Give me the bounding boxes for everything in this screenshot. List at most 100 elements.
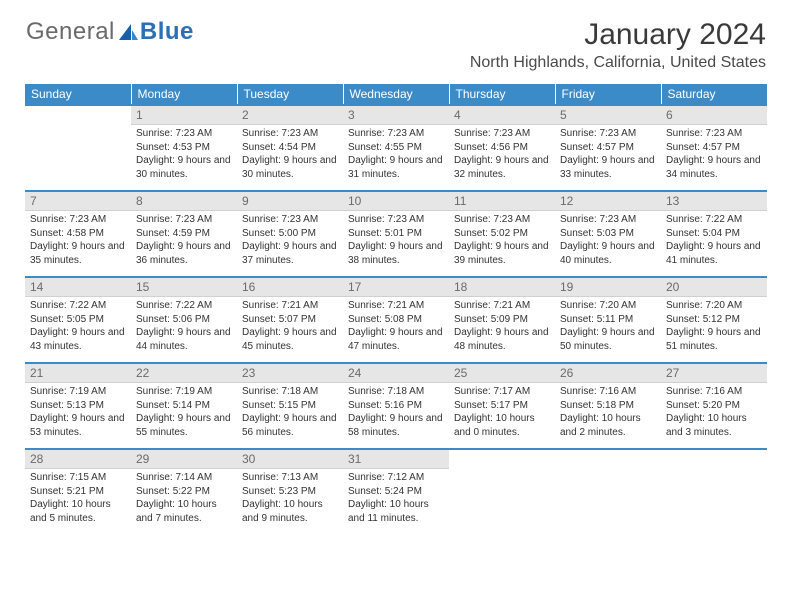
daylight-text: Daylight: 10 hours and 3 minutes. xyxy=(666,412,762,439)
day-body: Sunrise: 7:23 AMSunset: 4:54 PMDaylight:… xyxy=(237,125,343,183)
day-body: Sunrise: 7:23 AMSunset: 4:55 PMDaylight:… xyxy=(343,125,449,183)
calendar-day-cell xyxy=(661,449,767,535)
day-body: Sunrise: 7:23 AMSunset: 4:59 PMDaylight:… xyxy=(131,211,237,269)
daylight-text: Daylight: 9 hours and 55 minutes. xyxy=(136,412,232,439)
day-number: 19 xyxy=(555,278,661,297)
calendar-day-cell xyxy=(25,105,131,191)
day-body: Sunrise: 7:21 AMSunset: 5:09 PMDaylight:… xyxy=(449,297,555,355)
daylight-text: Daylight: 9 hours and 30 minutes. xyxy=(242,154,338,181)
day-body: Sunrise: 7:19 AMSunset: 5:13 PMDaylight:… xyxy=(25,383,131,441)
day-number: 2 xyxy=(237,106,343,125)
weekday-header: Wednesday xyxy=(343,84,449,105)
calendar-day-cell: 3Sunrise: 7:23 AMSunset: 4:55 PMDaylight… xyxy=(343,105,449,191)
weekday-header: Friday xyxy=(555,84,661,105)
sunrise-text: Sunrise: 7:23 AM xyxy=(348,127,444,141)
sunset-text: Sunset: 5:11 PM xyxy=(560,313,656,327)
daylight-text: Daylight: 9 hours and 32 minutes. xyxy=(454,154,550,181)
sunrise-text: Sunrise: 7:23 AM xyxy=(454,213,550,227)
day-body: Sunrise: 7:13 AMSunset: 5:23 PMDaylight:… xyxy=(237,469,343,527)
header: General Blue January 2024 North Highland… xyxy=(0,0,792,76)
sunset-text: Sunset: 4:58 PM xyxy=(30,227,126,241)
daylight-text: Daylight: 9 hours and 39 minutes. xyxy=(454,240,550,267)
daylight-text: Daylight: 9 hours and 56 minutes. xyxy=(242,412,338,439)
day-number: 24 xyxy=(343,364,449,383)
weekday-header: Saturday xyxy=(661,84,767,105)
day-number: 18 xyxy=(449,278,555,297)
day-number: 30 xyxy=(237,450,343,469)
sunrise-text: Sunrise: 7:16 AM xyxy=(666,385,762,399)
daylight-text: Daylight: 9 hours and 47 minutes. xyxy=(348,326,444,353)
sunrise-text: Sunrise: 7:23 AM xyxy=(242,213,338,227)
day-body: Sunrise: 7:23 AMSunset: 4:57 PMDaylight:… xyxy=(555,125,661,183)
sunset-text: Sunset: 5:24 PM xyxy=(348,485,444,499)
sunrise-text: Sunrise: 7:22 AM xyxy=(136,299,232,313)
daylight-text: Daylight: 9 hours and 53 minutes. xyxy=(30,412,126,439)
sunrise-text: Sunrise: 7:19 AM xyxy=(136,385,232,399)
sunrise-text: Sunrise: 7:21 AM xyxy=(454,299,550,313)
daylight-text: Daylight: 10 hours and 5 minutes. xyxy=(30,498,126,525)
sunrise-text: Sunrise: 7:15 AM xyxy=(30,471,126,485)
day-body: Sunrise: 7:14 AMSunset: 5:22 PMDaylight:… xyxy=(131,469,237,527)
title-block: January 2024 North Highlands, California… xyxy=(470,18,766,72)
sunrise-text: Sunrise: 7:21 AM xyxy=(348,299,444,313)
sunset-text: Sunset: 5:15 PM xyxy=(242,399,338,413)
sunrise-text: Sunrise: 7:12 AM xyxy=(348,471,444,485)
sunrise-text: Sunrise: 7:20 AM xyxy=(666,299,762,313)
sunset-text: Sunset: 5:17 PM xyxy=(454,399,550,413)
calendar-day-cell: 19Sunrise: 7:20 AMSunset: 5:11 PMDayligh… xyxy=(555,277,661,363)
daylight-text: Daylight: 10 hours and 11 minutes. xyxy=(348,498,444,525)
daylight-text: Daylight: 9 hours and 45 minutes. xyxy=(242,326,338,353)
sunrise-text: Sunrise: 7:18 AM xyxy=(348,385,444,399)
daylight-text: Daylight: 9 hours and 44 minutes. xyxy=(136,326,232,353)
day-body: Sunrise: 7:21 AMSunset: 5:07 PMDaylight:… xyxy=(237,297,343,355)
calendar-day-cell: 24Sunrise: 7:18 AMSunset: 5:16 PMDayligh… xyxy=(343,363,449,449)
calendar-day-cell: 25Sunrise: 7:17 AMSunset: 5:17 PMDayligh… xyxy=(449,363,555,449)
logo-text-blue: Blue xyxy=(140,18,194,46)
day-number: 23 xyxy=(237,364,343,383)
day-number: 25 xyxy=(449,364,555,383)
calendar-day-cell: 23Sunrise: 7:18 AMSunset: 5:15 PMDayligh… xyxy=(237,363,343,449)
sunset-text: Sunset: 5:03 PM xyxy=(560,227,656,241)
calendar-day-cell: 9Sunrise: 7:23 AMSunset: 5:00 PMDaylight… xyxy=(237,191,343,277)
sunrise-text: Sunrise: 7:23 AM xyxy=(136,213,232,227)
day-number: 10 xyxy=(343,192,449,211)
page-subtitle: North Highlands, California, United Stat… xyxy=(470,54,766,72)
day-body: Sunrise: 7:22 AMSunset: 5:04 PMDaylight:… xyxy=(661,211,767,269)
sunrise-text: Sunrise: 7:23 AM xyxy=(560,127,656,141)
daylight-text: Daylight: 9 hours and 37 minutes. xyxy=(242,240,338,267)
sunrise-text: Sunrise: 7:23 AM xyxy=(560,213,656,227)
weekday-header: Tuesday xyxy=(237,84,343,105)
calendar-day-cell: 27Sunrise: 7:16 AMSunset: 5:20 PMDayligh… xyxy=(661,363,767,449)
day-body: Sunrise: 7:23 AMSunset: 4:53 PMDaylight:… xyxy=(131,125,237,183)
daylight-text: Daylight: 9 hours and 36 minutes. xyxy=(136,240,232,267)
sunset-text: Sunset: 5:07 PM xyxy=(242,313,338,327)
calendar-day-cell: 21Sunrise: 7:19 AMSunset: 5:13 PMDayligh… xyxy=(25,363,131,449)
day-number: 7 xyxy=(25,192,131,211)
day-body: Sunrise: 7:23 AMSunset: 4:57 PMDaylight:… xyxy=(661,125,767,183)
sunset-text: Sunset: 4:54 PM xyxy=(242,141,338,155)
day-number: 22 xyxy=(131,364,237,383)
day-number: 28 xyxy=(25,450,131,469)
sunset-text: Sunset: 5:16 PM xyxy=(348,399,444,413)
sunset-text: Sunset: 4:53 PM xyxy=(136,141,232,155)
calendar-day-cell: 6Sunrise: 7:23 AMSunset: 4:57 PMDaylight… xyxy=(661,105,767,191)
daylight-text: Daylight: 9 hours and 43 minutes. xyxy=(30,326,126,353)
day-number: 14 xyxy=(25,278,131,297)
day-number: 16 xyxy=(237,278,343,297)
calendar-day-cell: 29Sunrise: 7:14 AMSunset: 5:22 PMDayligh… xyxy=(131,449,237,535)
calendar-day-cell: 8Sunrise: 7:23 AMSunset: 4:59 PMDaylight… xyxy=(131,191,237,277)
day-number: 4 xyxy=(449,106,555,125)
daylight-text: Daylight: 10 hours and 7 minutes. xyxy=(136,498,232,525)
day-number: 12 xyxy=(555,192,661,211)
daylight-text: Daylight: 9 hours and 38 minutes. xyxy=(348,240,444,267)
sunset-text: Sunset: 5:13 PM xyxy=(30,399,126,413)
calendar-day-cell: 31Sunrise: 7:12 AMSunset: 5:24 PMDayligh… xyxy=(343,449,449,535)
sunset-text: Sunset: 5:04 PM xyxy=(666,227,762,241)
sunset-text: Sunset: 4:59 PM xyxy=(136,227,232,241)
calendar-week-row: 7 Sunrise: 7:23 AM Sunset: 4:58 PM Daylight… xyxy=(25,191,767,277)
calendar-day-cell: 16Sunrise: 7:21 AMSunset: 5:07 PMDayligh… xyxy=(237,277,343,363)
calendar-day-cell: 13Sunrise: 7:22 AMSunset: 5:04 PMDayligh… xyxy=(661,191,767,277)
calendar-week-row: 1Sunrise: 7:23 AMSunset: 4:53 PMDaylight… xyxy=(25,105,767,191)
sunrise-text: Sunrise: 7:22 AM xyxy=(30,299,126,313)
day-number: 21 xyxy=(25,364,131,383)
